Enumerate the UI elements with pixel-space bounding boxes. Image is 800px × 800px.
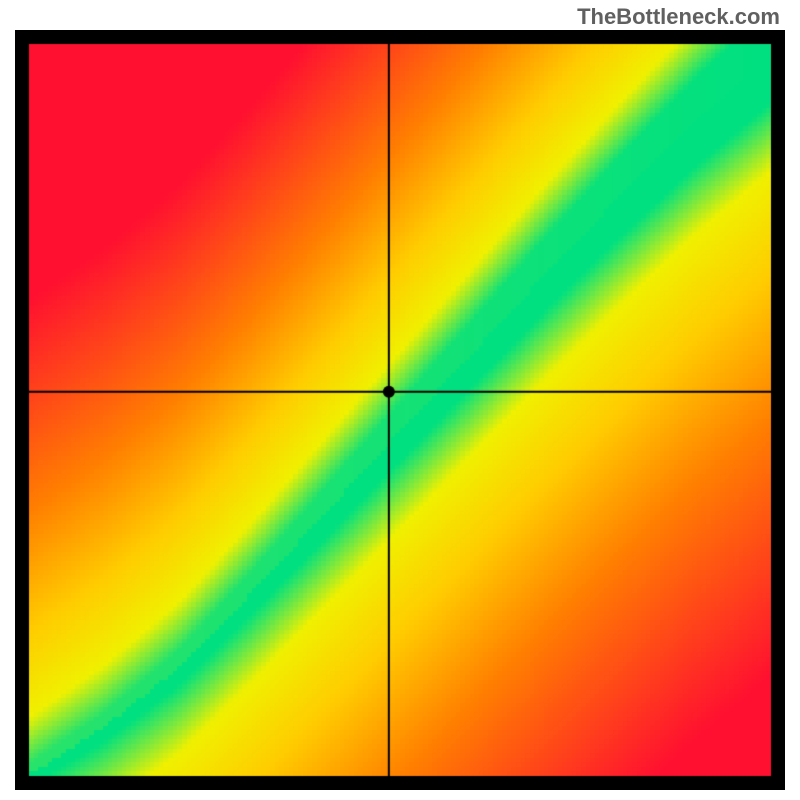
- chart-frame: [15, 30, 785, 790]
- heatmap-canvas: [15, 30, 785, 790]
- chart-container: TheBottleneck.com: [0, 0, 800, 800]
- watermark-text: TheBottleneck.com: [577, 4, 780, 30]
